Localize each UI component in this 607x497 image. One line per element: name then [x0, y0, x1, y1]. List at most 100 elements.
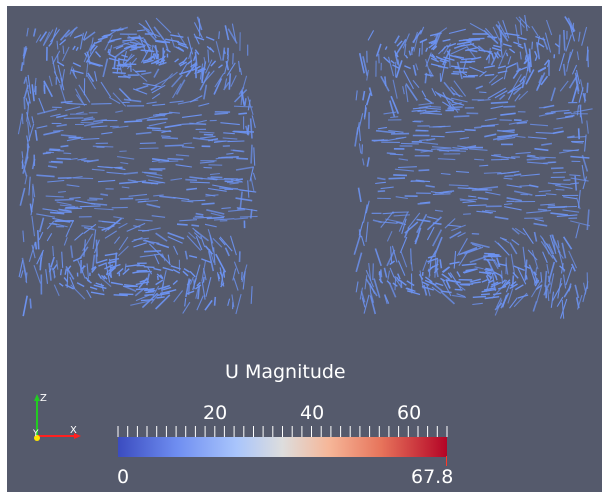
vector-glyph — [388, 282, 397, 298]
vector-glyph — [65, 265, 75, 280]
vector-glyph — [415, 63, 419, 71]
vortex-glyph — [398, 279, 407, 286]
vector-glyph — [31, 84, 35, 102]
vector-glyph — [125, 43, 139, 49]
vector-glyph — [375, 43, 382, 57]
vortex-glyph — [424, 276, 433, 283]
vector-field-plot — [17, 15, 593, 319]
vector-glyph — [451, 224, 466, 232]
vortex-glyph — [63, 277, 69, 283]
vector-glyph — [545, 193, 557, 196]
vortex-glyph — [454, 288, 463, 291]
vector-glyph — [435, 191, 449, 194]
vector-glyph — [369, 283, 372, 294]
z-axis-label: Z — [40, 393, 47, 404]
vector-glyph — [537, 208, 548, 211]
vector-glyph — [69, 157, 78, 161]
vector-glyph — [452, 294, 467, 298]
vector-glyph — [456, 238, 468, 257]
vector-glyph — [514, 24, 520, 44]
vector-glyph — [519, 19, 523, 35]
vector-glyph — [56, 157, 71, 160]
vector-glyph — [582, 176, 588, 190]
vector-glyph — [571, 263, 576, 272]
vector-glyph — [22, 295, 28, 317]
vortex-glyph — [452, 71, 468, 73]
vector-glyph — [75, 94, 84, 104]
vector-glyph — [505, 262, 509, 275]
vector-glyph — [456, 293, 466, 298]
vector-glyph — [236, 207, 258, 212]
vortex-glyph — [490, 281, 499, 286]
vortex-glyph — [508, 48, 516, 54]
vector-glyph — [407, 212, 421, 229]
vector-glyph — [141, 71, 152, 76]
vector-glyph — [484, 117, 497, 122]
vector-glyph — [389, 100, 396, 117]
vector-glyph — [50, 160, 63, 163]
vector-glyph — [550, 291, 555, 308]
vortex-glyph — [389, 260, 396, 266]
vector-glyph — [413, 31, 419, 44]
vector-glyph — [20, 62, 24, 72]
vector-glyph — [383, 267, 388, 278]
vector-glyph — [424, 97, 433, 104]
vector-glyph — [35, 34, 42, 43]
vector-glyph — [416, 180, 431, 183]
vector-glyph — [187, 36, 194, 55]
vector-glyph — [393, 174, 408, 177]
vortex-glyph — [108, 37, 122, 42]
vector-glyph — [544, 32, 552, 53]
vector-glyph — [70, 245, 74, 259]
vortex-glyph — [194, 36, 205, 41]
vortex-glyph — [93, 284, 107, 290]
render-viewport[interactable]: U Magnitude 20 40 60 0 67.8 Z X Y — [7, 6, 602, 492]
vector-glyph — [531, 25, 539, 37]
vector-glyph — [425, 107, 441, 110]
vortex-glyph — [432, 45, 438, 51]
vortex-glyph — [441, 46, 447, 52]
vortex-glyph — [144, 293, 154, 296]
vector-glyph — [518, 90, 529, 100]
vortex-glyph — [411, 46, 415, 52]
vector-glyph — [429, 106, 441, 108]
vector-glyph — [562, 274, 567, 289]
vector-glyph — [222, 137, 238, 140]
vector-glyph — [135, 117, 150, 121]
vector-glyph — [448, 28, 466, 35]
vortex-glyph — [461, 57, 477, 61]
vector-glyph — [399, 236, 408, 254]
vector-glyph — [203, 70, 215, 83]
vortex-glyph — [427, 265, 434, 272]
vector-glyph — [226, 62, 236, 76]
vector-glyph — [118, 222, 128, 229]
vector-glyph — [520, 173, 540, 177]
vortex-glyph — [210, 60, 217, 67]
vector-glyph — [563, 111, 572, 115]
vortex-glyph — [493, 271, 501, 276]
vector-glyph — [193, 232, 202, 240]
vector-glyph — [570, 220, 591, 227]
vortex-glyph — [487, 279, 494, 284]
vector-glyph — [215, 41, 222, 61]
vortex-glyph — [170, 265, 181, 270]
vortex-glyph — [86, 51, 90, 57]
vortex-glyph — [427, 257, 439, 263]
vector-glyph — [557, 250, 564, 259]
vector-glyph — [232, 130, 250, 135]
vortex-glyph — [219, 271, 223, 276]
vector-glyph — [455, 282, 466, 291]
scalar-bar-tick-label: 60 — [397, 402, 422, 424]
vector-glyph — [250, 286, 253, 304]
vector-glyph — [112, 92, 127, 107]
vector-glyph — [123, 98, 142, 103]
vector-glyph — [494, 299, 503, 316]
vector-glyph — [203, 84, 208, 100]
vortex-glyph — [441, 273, 451, 281]
vector-glyph — [397, 166, 417, 169]
vector-glyph — [119, 197, 134, 200]
vector-glyph — [448, 106, 463, 109]
vector-glyph — [498, 94, 506, 101]
vortex-glyph — [191, 65, 201, 72]
vector-glyph — [492, 135, 513, 141]
